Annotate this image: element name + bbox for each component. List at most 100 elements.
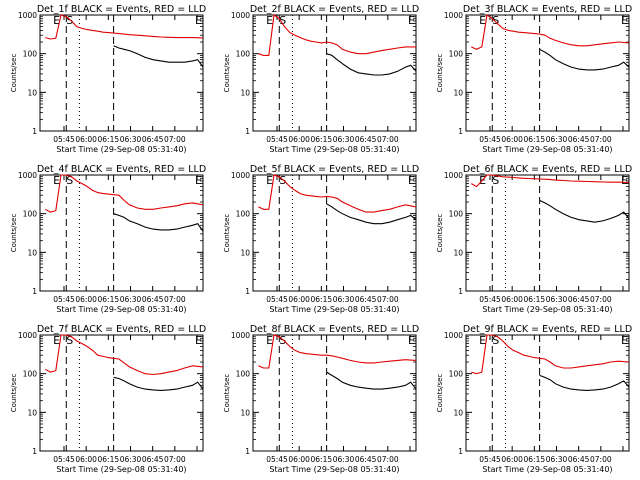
- event-marker-label: E: [266, 14, 273, 27]
- events-series-line: [113, 213, 204, 232]
- x-tick-label: 06:15: [98, 455, 120, 464]
- y-tick-label: 1000: [18, 171, 37, 180]
- x-tick-label: 06:00: [501, 135, 523, 144]
- x-axis-label: Start Time (29-Sep-08 05:31:40): [56, 465, 186, 474]
- plot-frame: [252, 14, 417, 132]
- y-tick-label: 1000: [444, 171, 463, 180]
- x-tick-label: 07:00: [377, 295, 399, 304]
- event-marker-label: S: [492, 334, 499, 347]
- detector-panel-6: Det_6f BLACK = Events, RED = LLD Counts/s…: [436, 164, 632, 314]
- event-marker-label: S: [279, 334, 286, 347]
- y-tick-label: 10: [240, 408, 250, 417]
- plot-frame: [465, 174, 630, 292]
- y-tick-label: 1000: [18, 331, 37, 340]
- events-series-line: [326, 371, 417, 390]
- events-series-line: [326, 53, 417, 76]
- y-tick-label: 1: [32, 127, 37, 136]
- events-series-line: [113, 45, 204, 68]
- event-marker-label: E: [621, 174, 628, 187]
- x-axis-label: Start Time (29-Sep-08 05:31:40): [269, 305, 399, 314]
- lld-series-line: [471, 174, 630, 188]
- x-tick-label: 05:45: [479, 135, 501, 144]
- x-tick-label: 06:00: [75, 135, 97, 144]
- x-tick-label: 06:45: [568, 295, 590, 304]
- y-tick-label: 100: [236, 370, 251, 379]
- lld-series-line: [471, 334, 630, 375]
- x-tick-label: 06:30: [333, 455, 355, 464]
- x-tick-label: 06:15: [524, 455, 546, 464]
- x-tick-label: 05:45: [53, 295, 75, 304]
- x-tick-label: 06:15: [311, 455, 333, 464]
- plot-title: Det_8f BLACK = Events, RED = LLD: [250, 324, 419, 335]
- event-marker-label: E: [266, 174, 273, 187]
- y-tick-label: 10: [27, 248, 37, 257]
- y-tick-label: 1: [245, 447, 250, 456]
- x-axis-label: Start Time (29-Sep-08 05:31:40): [56, 305, 186, 314]
- x-tick-label: 06:45: [142, 455, 164, 464]
- x-tick-label: 06:45: [355, 295, 377, 304]
- y-axis-label: Counts/sec: [223, 54, 231, 93]
- events-series-line: [539, 48, 630, 71]
- x-tick-label: 07:00: [164, 455, 186, 464]
- x-tick-label: 07:00: [377, 135, 399, 144]
- lld-series-line: [45, 174, 204, 213]
- y-axis-label: Counts/sec: [436, 374, 444, 413]
- x-axis-label: Start Time (29-Sep-08 05:31:40): [269, 465, 399, 474]
- x-axis-label: Start Time (29-Sep-08 05:31:40): [56, 145, 186, 154]
- events-series-line: [539, 199, 630, 223]
- plot-title: Det_2f BLACK = Events, RED = LLD: [250, 4, 419, 15]
- plot-title: Det_3f BLACK = Events, RED = LLD: [463, 4, 632, 15]
- y-tick-label: 100: [449, 370, 464, 379]
- event-marker-label: E: [195, 14, 202, 27]
- y-tick-label: 100: [236, 50, 251, 59]
- events-series-line: [539, 374, 630, 391]
- y-tick-label: 100: [236, 210, 251, 219]
- y-tick-label: 10: [240, 248, 250, 257]
- event-marker-label: S: [492, 14, 499, 27]
- event-marker-label: E: [621, 14, 628, 27]
- y-tick-label: 100: [449, 210, 464, 219]
- plot-title: Det_9f BLACK = Events, RED = LLD: [463, 324, 632, 335]
- x-tick-label: 06:45: [568, 135, 590, 144]
- plot-title: Det_6f BLACK = Events, RED = LLD: [463, 164, 632, 175]
- lld-series-line: [258, 14, 416, 56]
- y-tick-label: 1: [458, 447, 463, 456]
- x-tick-label: 06:30: [333, 295, 355, 304]
- y-tick-label: 1: [245, 287, 250, 296]
- x-axis-label: Start Time (29-Sep-08 05:31:40): [482, 305, 612, 314]
- lld-series-line: [45, 334, 204, 376]
- x-tick-label: 05:45: [479, 295, 501, 304]
- plot-frame: [465, 334, 630, 452]
- y-tick-label: 10: [453, 88, 463, 97]
- x-tick-label: 06:15: [524, 295, 546, 304]
- x-tick-label: 05:45: [266, 135, 288, 144]
- event-marker-label: S: [66, 334, 73, 347]
- y-tick-label: 10: [27, 88, 37, 97]
- x-tick-label: 06:15: [98, 295, 120, 304]
- y-tick-label: 1000: [231, 11, 250, 20]
- y-tick-label: 100: [449, 50, 464, 59]
- y-tick-label: 100: [23, 370, 38, 379]
- y-axis-label: Counts/sec: [436, 214, 444, 253]
- event-marker-label: E: [408, 334, 415, 347]
- x-tick-label: 06:00: [288, 135, 310, 144]
- event-marker-label: E: [53, 14, 60, 27]
- y-axis-label: Counts/sec: [10, 54, 18, 93]
- x-tick-label: 05:45: [53, 455, 75, 464]
- x-tick-label: 07:00: [590, 295, 612, 304]
- x-tick-label: 06:30: [120, 135, 142, 144]
- plot-frame: [39, 174, 204, 292]
- detector-panel-5: Det_5f BLACK = Events, RED = LLD Counts/s…: [223, 164, 419, 314]
- y-tick-label: 1: [458, 287, 463, 296]
- event-marker-label: S: [279, 14, 286, 27]
- x-tick-label: 07:00: [590, 455, 612, 464]
- y-tick-label: 1000: [444, 11, 463, 20]
- y-tick-label: 100: [23, 210, 38, 219]
- event-marker-label: E: [408, 14, 415, 27]
- x-tick-label: 07:00: [377, 455, 399, 464]
- detector-panel-8: Det_8f BLACK = Events, RED = LLD Counts/s…: [223, 324, 419, 474]
- event-marker-label: S: [279, 174, 286, 187]
- event-marker-label: E: [266, 334, 273, 347]
- x-tick-label: 06:45: [568, 455, 590, 464]
